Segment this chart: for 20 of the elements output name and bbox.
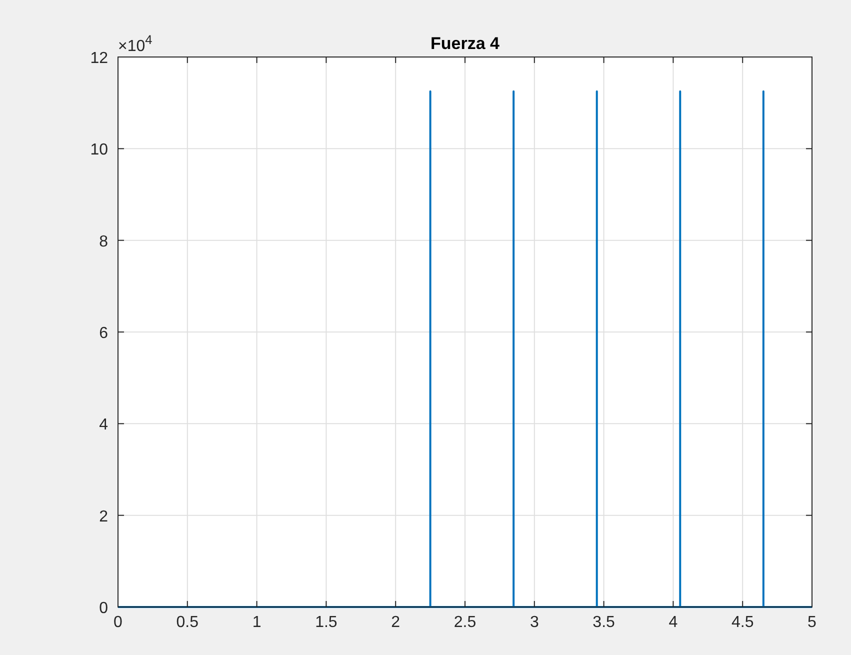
y-tick-label: 2 — [99, 508, 108, 526]
y-tick-label: 0 — [99, 600, 108, 617]
x-tick-label: 3.5 — [592, 614, 616, 631]
chart-title: Fuerza 4 — [430, 34, 500, 53]
x-tick-label: 1.5 — [315, 614, 338, 631]
y-tick-label: 10 — [90, 142, 108, 159]
x-tick-label: 3 — [530, 614, 539, 631]
x-tick-label: 4.5 — [731, 614, 754, 631]
y-tick-label: 8 — [99, 233, 108, 250]
x-tick-label: 2.5 — [454, 614, 476, 631]
x-tick-label: 1 — [252, 614, 262, 631]
x-tick-label: 5 — [808, 614, 817, 631]
y-tick-label: 12 — [90, 50, 108, 67]
x-tick-label: 0 — [114, 614, 123, 631]
x-tick-label: 2 — [391, 614, 400, 631]
y-tick-label: 4 — [99, 416, 108, 434]
y-tick-label: 6 — [99, 325, 108, 342]
text: ×10$^{4}$ — [118, 32, 152, 55]
x-tick-label: 0.5 — [176, 614, 199, 631]
x-tick-label: 4 — [668, 614, 678, 631]
